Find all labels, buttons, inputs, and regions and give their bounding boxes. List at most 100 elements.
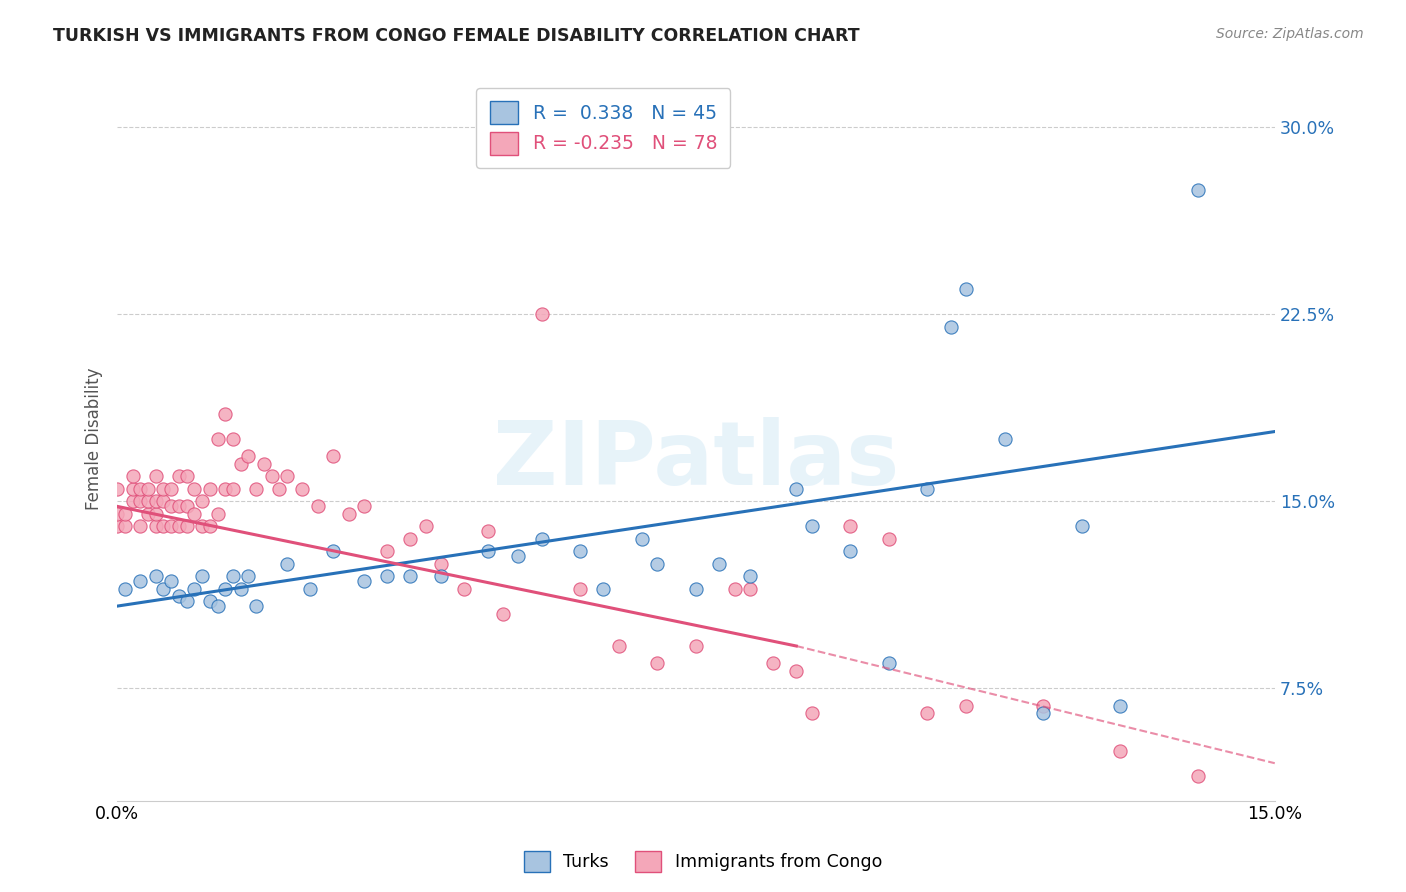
Y-axis label: Female Disability: Female Disability xyxy=(86,368,103,510)
Point xyxy=(136,494,159,508)
Point xyxy=(152,482,174,496)
Point xyxy=(136,482,159,496)
Point xyxy=(1187,769,1209,783)
Point xyxy=(121,494,143,508)
Point xyxy=(785,482,807,496)
Point xyxy=(207,599,229,613)
Point xyxy=(183,507,205,521)
Point xyxy=(238,450,260,464)
Point xyxy=(129,519,152,533)
Point xyxy=(399,532,422,546)
Point xyxy=(160,500,183,514)
Point xyxy=(129,574,152,589)
Point xyxy=(647,557,669,571)
Point xyxy=(260,469,283,483)
Point xyxy=(375,569,398,583)
Point xyxy=(145,494,167,508)
Point xyxy=(477,524,499,539)
Point xyxy=(299,582,322,596)
Point xyxy=(152,494,174,508)
Point xyxy=(121,482,143,496)
Point xyxy=(430,569,453,583)
Point xyxy=(1032,698,1054,713)
Text: TURKISH VS IMMIGRANTS FROM CONGO FEMALE DISABILITY CORRELATION CHART: TURKISH VS IMMIGRANTS FROM CONGO FEMALE … xyxy=(53,27,860,45)
Point xyxy=(105,482,128,496)
Point xyxy=(707,557,730,571)
Point xyxy=(1109,698,1132,713)
Point xyxy=(738,569,761,583)
Point xyxy=(917,706,939,721)
Point xyxy=(160,519,183,533)
Point xyxy=(214,582,236,596)
Point xyxy=(647,657,669,671)
Point xyxy=(1109,744,1132,758)
Point xyxy=(800,706,823,721)
Point xyxy=(477,544,499,558)
Point xyxy=(229,457,252,471)
Point xyxy=(631,532,654,546)
Point xyxy=(183,482,205,496)
Point xyxy=(160,574,183,589)
Point xyxy=(145,507,167,521)
Point xyxy=(685,639,707,653)
Text: Source: ZipAtlas.com: Source: ZipAtlas.com xyxy=(1216,27,1364,41)
Point xyxy=(276,469,298,483)
Point xyxy=(191,519,214,533)
Point xyxy=(375,544,398,558)
Point xyxy=(877,532,900,546)
Point xyxy=(152,582,174,596)
Point xyxy=(322,544,344,558)
Point xyxy=(353,574,375,589)
Point xyxy=(245,599,267,613)
Point xyxy=(176,469,198,483)
Point xyxy=(222,432,245,446)
Point xyxy=(353,500,375,514)
Point xyxy=(877,657,900,671)
Point xyxy=(1187,183,1209,197)
Point xyxy=(238,569,260,583)
Point xyxy=(198,519,221,533)
Point xyxy=(453,582,475,596)
Point xyxy=(114,519,136,533)
Point xyxy=(129,494,152,508)
Point xyxy=(214,482,236,496)
Point xyxy=(191,494,214,508)
Point xyxy=(198,594,221,608)
Point xyxy=(1032,706,1054,721)
Point xyxy=(738,582,761,596)
Point xyxy=(129,482,152,496)
Point xyxy=(214,407,236,421)
Text: ZIPatlas: ZIPatlas xyxy=(494,417,898,504)
Point xyxy=(152,519,174,533)
Point xyxy=(269,482,291,496)
Point xyxy=(685,582,707,596)
Point xyxy=(1070,519,1092,533)
Point xyxy=(198,482,221,496)
Point xyxy=(955,282,977,296)
Point xyxy=(762,657,785,671)
Legend: Turks, Immigrants from Congo: Turks, Immigrants from Congo xyxy=(516,844,890,879)
Point xyxy=(607,639,630,653)
Point xyxy=(183,582,205,596)
Point xyxy=(222,482,245,496)
Point xyxy=(176,500,198,514)
Point xyxy=(994,432,1017,446)
Point xyxy=(800,519,823,533)
Point xyxy=(145,469,167,483)
Point xyxy=(291,482,314,496)
Point xyxy=(839,544,862,558)
Point xyxy=(167,469,190,483)
Point xyxy=(337,507,360,521)
Point xyxy=(167,500,190,514)
Point xyxy=(121,469,143,483)
Point xyxy=(105,507,128,521)
Point xyxy=(145,569,167,583)
Point xyxy=(785,664,807,678)
Point xyxy=(939,319,962,334)
Point xyxy=(569,544,592,558)
Point xyxy=(723,582,745,596)
Point xyxy=(207,507,229,521)
Point xyxy=(167,519,190,533)
Point xyxy=(399,569,422,583)
Point xyxy=(530,532,553,546)
